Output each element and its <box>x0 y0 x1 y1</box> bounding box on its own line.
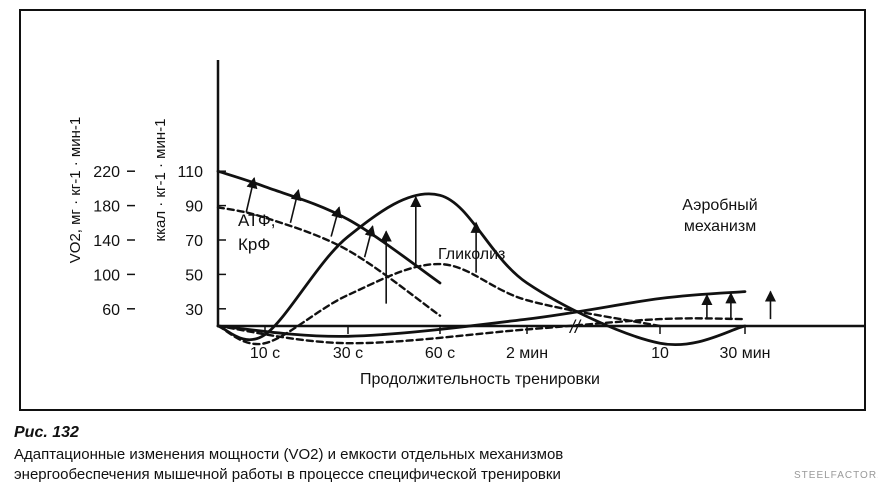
adaptation-arrow <box>289 189 302 223</box>
chart-svg: 220 180 140 100 60 110 90 70 50 30 10 с 30 с 60 с 2 м… <box>19 9 866 411</box>
y-right-tick-label: 110 <box>177 164 203 181</box>
watermark-text: STEELFACTOR.RU <box>794 470 878 481</box>
figure-caption-line-1: Адаптационные изменения мощности (VO2) и… <box>14 446 564 463</box>
y-right-axis-title: ккал · кг-1 · мин-1 <box>152 119 169 242</box>
x-tick-label: 10 <box>651 345 669 362</box>
label-atp-line-2: КрФ <box>238 235 270 254</box>
x-tick-label: 10 с <box>250 345 280 362</box>
series-line-atp-before <box>216 206 442 317</box>
y-right-tick-label: 30 <box>185 302 203 319</box>
y-left-axis-title: VO2, мг · кг-1 · мин-1 <box>67 117 84 263</box>
y-left-tick-label: 220 <box>93 164 120 181</box>
x-tick-label: 30 мин <box>719 345 770 362</box>
figure-caption-title: Рис. 132 <box>14 424 79 441</box>
label-aerobic-line-2: механизм <box>684 218 756 235</box>
label-glycolysis: Гликолиз <box>438 246 505 263</box>
y-left-tick-label: 180 <box>93 199 120 216</box>
series-line-aerobic-after <box>216 290 747 338</box>
y-right-tick-label: 90 <box>185 199 203 216</box>
label-atp-line-1: АТФ, <box>238 211 275 230</box>
y-left-tick-label: 100 <box>93 267 120 284</box>
series-line-atp-after <box>216 169 442 285</box>
axis-break-mark: // <box>568 317 582 337</box>
y-left-tick-label: 60 <box>102 302 120 319</box>
adaptation-arrow <box>363 225 376 258</box>
series-line-aerobic-before <box>216 317 747 345</box>
adaptation-arrow <box>330 206 342 237</box>
x-tick-label: 2 мин <box>506 345 548 362</box>
figure-caption-line-2: энергообеспечения мышечной работы в проц… <box>14 466 561 483</box>
x-axis-title: Продолжительность тренировки <box>360 371 600 388</box>
series-line-glycolysis-after <box>216 192 747 346</box>
y-left-tick-label: 140 <box>93 233 120 250</box>
series-line-glycolysis-before <box>216 262 662 346</box>
x-tick-label: 30 с <box>333 345 363 362</box>
label-aerobic-line-1: Аэробный <box>682 197 757 214</box>
chart-frame <box>19 9 866 411</box>
x-tick-label: 60 с <box>425 345 455 362</box>
y-right-tick-label: 50 <box>185 267 203 284</box>
y-right-tick-label: 70 <box>185 233 203 250</box>
adaptation-arrow <box>245 176 258 213</box>
